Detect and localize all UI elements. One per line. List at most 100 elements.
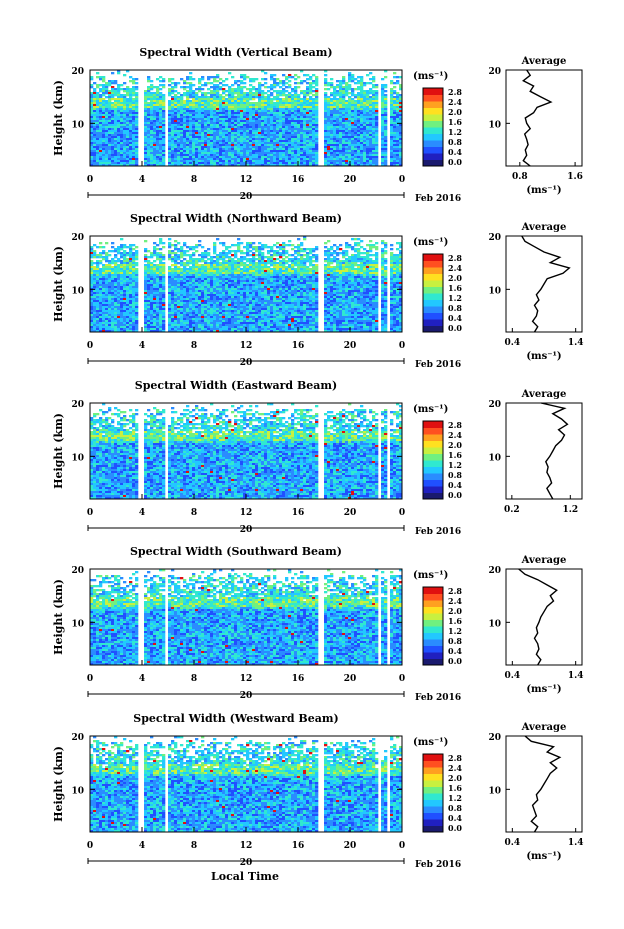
heatmap-cell	[243, 96, 247, 99]
heatmap-cell	[198, 98, 202, 101]
heatmap-cell	[231, 94, 235, 97]
heatmap-cell	[219, 78, 223, 81]
heatmap-cell	[282, 160, 286, 163]
profile-xlabel: (ms⁻¹)	[526, 185, 561, 196]
heatmap-cell	[246, 142, 250, 145]
heatmap-cell	[219, 94, 223, 97]
heatmap-cell	[231, 164, 235, 166]
heatmap-cell	[222, 114, 226, 117]
heatmap-cell	[162, 118, 166, 121]
heatmap-cell	[102, 264, 106, 267]
heatmap-cell	[240, 144, 244, 147]
heatmap-cell	[375, 124, 379, 127]
heatmap-cell	[249, 112, 253, 115]
heatmap	[90, 236, 402, 332]
heatmap-cell	[228, 246, 232, 249]
heatmap-cell	[228, 138, 232, 141]
heatmap-cell	[168, 164, 172, 166]
heatmap-cell	[210, 266, 214, 269]
heatmap-cell	[210, 104, 214, 107]
heatmap-cell	[339, 266, 343, 269]
heatmap-cell	[144, 96, 148, 99]
heatmap-cell	[90, 260, 94, 263]
heatmap-cell	[252, 134, 256, 137]
heatmap-cell	[192, 96, 196, 99]
heatmap-cell	[261, 244, 265, 247]
heatmap-cell	[267, 268, 271, 271]
heatmap-cell	[90, 248, 94, 251]
heatmap-cell	[180, 158, 184, 161]
heatmap-cell	[135, 94, 139, 97]
heatmap-cell	[243, 152, 247, 155]
heatmap-cell	[399, 102, 402, 105]
heatmap-cell	[99, 128, 103, 131]
heatmap-cell	[246, 138, 250, 141]
heatmap-cell	[243, 122, 247, 125]
heatmap-cell	[351, 150, 355, 153]
heatmap-cell	[255, 164, 259, 166]
heatmap-cell	[159, 76, 163, 79]
heatmap-cell	[105, 154, 109, 157]
heatmap-cell	[294, 114, 298, 117]
heatmap-cell	[198, 100, 202, 103]
heatmap-cell	[372, 112, 376, 115]
heatmap-cell	[297, 104, 301, 107]
heatmap-cell	[231, 266, 235, 269]
heatmap-cell	[108, 270, 112, 273]
heatmap-cell	[330, 140, 334, 143]
heatmap-cell	[156, 132, 160, 135]
heatmap-cell	[267, 148, 271, 151]
heatmap-cell	[264, 150, 268, 153]
heatmap-cell	[219, 254, 223, 257]
heatmap-cell	[306, 74, 310, 77]
heatmap-cell	[249, 160, 253, 163]
heatmap-cell	[288, 148, 292, 151]
heatmap-cell	[171, 146, 175, 149]
heatmap-cell	[351, 254, 355, 257]
heatmap-cell	[360, 134, 364, 137]
heatmap-cell	[222, 128, 226, 131]
heatmap-cell	[105, 88, 109, 91]
heatmap-cell	[375, 138, 379, 141]
heatmap-cell	[105, 268, 109, 271]
heatmap-cell	[114, 108, 118, 111]
heatmap-cell	[255, 88, 259, 91]
heatmap-cell	[357, 258, 361, 261]
heatmap-cell	[177, 138, 181, 141]
heatmap-cell	[225, 116, 229, 119]
heatmap-cell	[144, 90, 148, 93]
heatmap-cell	[270, 134, 274, 137]
heatmap-cell	[162, 162, 166, 165]
heatmap-cell	[351, 136, 355, 139]
heatmap-cell	[309, 82, 313, 85]
heatmap-cell	[135, 146, 139, 149]
heatmap-cell	[399, 134, 402, 137]
heatmap-cell	[171, 140, 175, 143]
heatmap-cell	[186, 158, 190, 161]
heatmap-cell	[147, 144, 151, 147]
heatmap-cell	[135, 114, 139, 117]
heatmap-cell	[330, 84, 334, 87]
heatmap-cell	[123, 162, 127, 165]
heatmap-cell	[261, 70, 265, 73]
heatmap-cell	[282, 120, 286, 123]
heatmap-cell	[237, 124, 241, 127]
heatmap-cell	[327, 110, 331, 113]
heatmap-cell	[276, 104, 280, 107]
heatmap-cell	[144, 142, 148, 145]
heatmap-cell	[216, 118, 220, 121]
heatmap-cell	[216, 268, 220, 271]
heatmap-cell	[360, 112, 364, 115]
heatmap-cell	[222, 100, 226, 103]
heatmap-cell	[153, 102, 157, 105]
heatmap-cell	[183, 268, 187, 271]
heatmap-cell	[177, 250, 181, 253]
heatmap-cell	[174, 264, 178, 267]
heatmap-cell	[261, 84, 265, 87]
heatmap-cell	[369, 152, 373, 155]
heatmap-cell	[315, 126, 319, 129]
heatmap-cell	[351, 154, 355, 157]
heatmap-cell	[342, 82, 346, 85]
heatmap-cell	[390, 262, 394, 265]
heatmap-cell	[219, 140, 223, 143]
